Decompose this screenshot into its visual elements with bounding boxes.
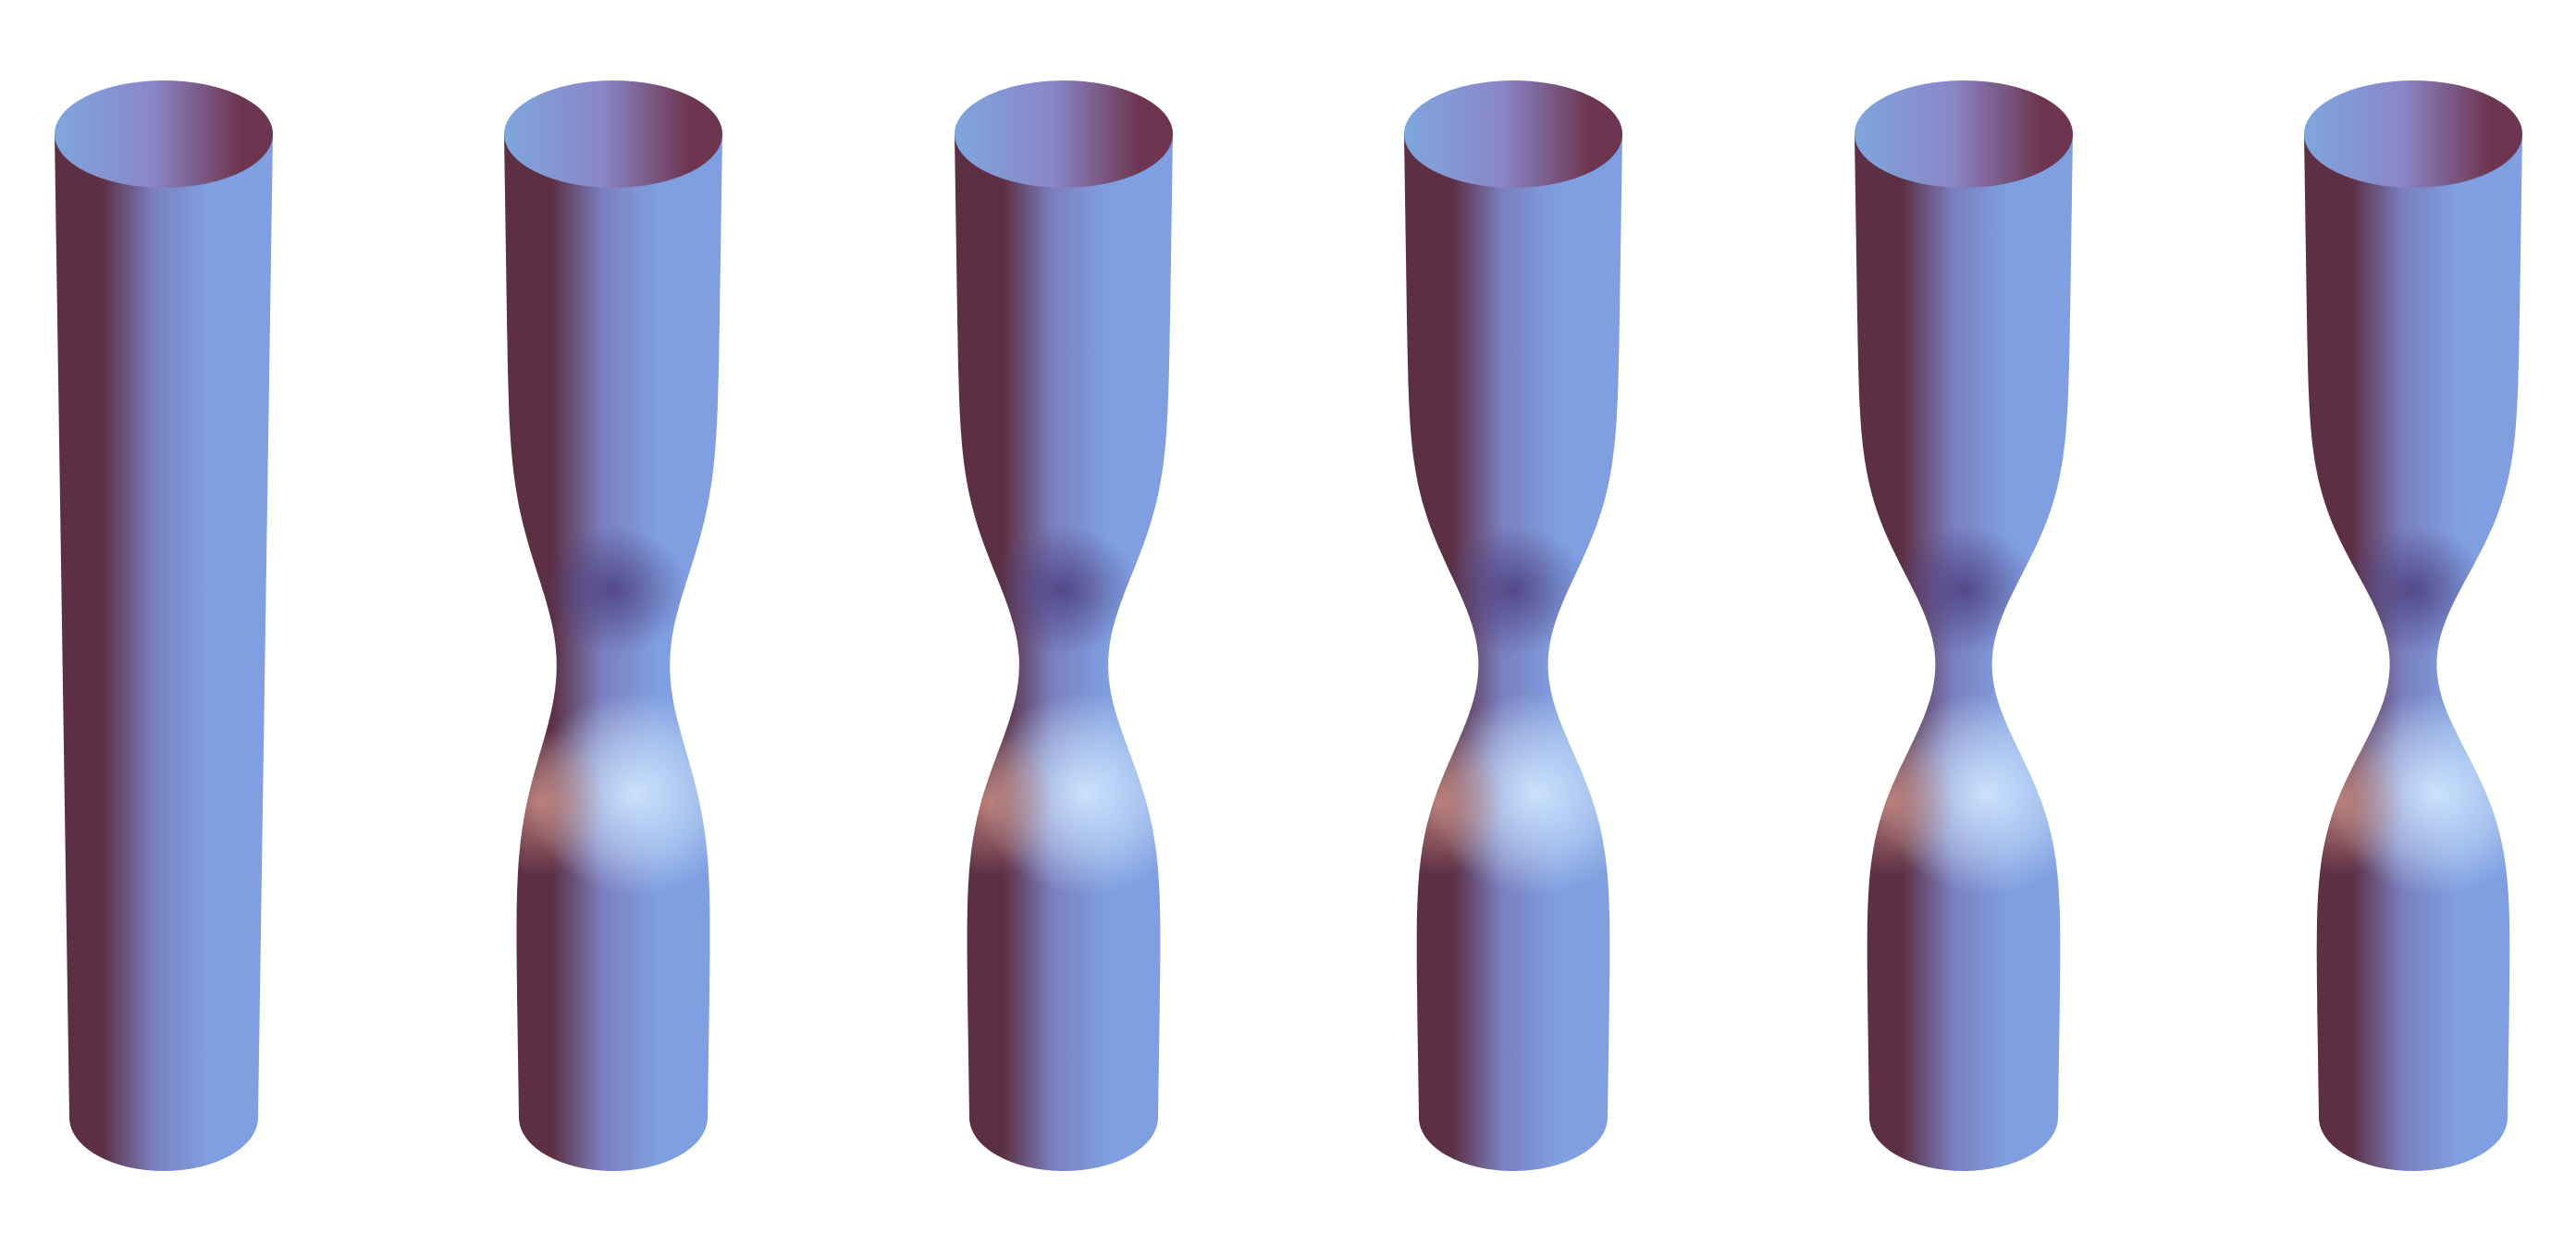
tube-2 xyxy=(504,80,722,1171)
tube-top-opening xyxy=(2304,80,2522,188)
tube-top-opening xyxy=(504,80,722,188)
neck-shadow xyxy=(2339,525,2487,655)
bulge-warm-tint xyxy=(955,729,1054,877)
neck-shadow xyxy=(1890,525,2038,655)
neck-shadow xyxy=(990,525,1138,655)
tube-top-opening xyxy=(1855,80,2073,188)
bulge-warm-tint xyxy=(504,729,604,877)
neck-shadow xyxy=(1439,525,1587,655)
tube-3 xyxy=(955,80,1173,1172)
bulge-warm-tint xyxy=(1855,729,1954,877)
tube-top-opening xyxy=(55,80,273,188)
tube-4 xyxy=(1404,80,1622,1171)
tube-body xyxy=(55,134,273,1171)
neck-shadow xyxy=(539,525,687,655)
tube-1 xyxy=(55,80,273,1171)
tube-top-opening xyxy=(1404,80,1622,188)
tube-6 xyxy=(2304,80,2522,1172)
tube-top-opening xyxy=(955,80,1173,188)
bulge-warm-tint xyxy=(2304,729,2404,877)
tube-5 xyxy=(1855,80,2073,1171)
bulge-warm-tint xyxy=(1404,729,1504,877)
